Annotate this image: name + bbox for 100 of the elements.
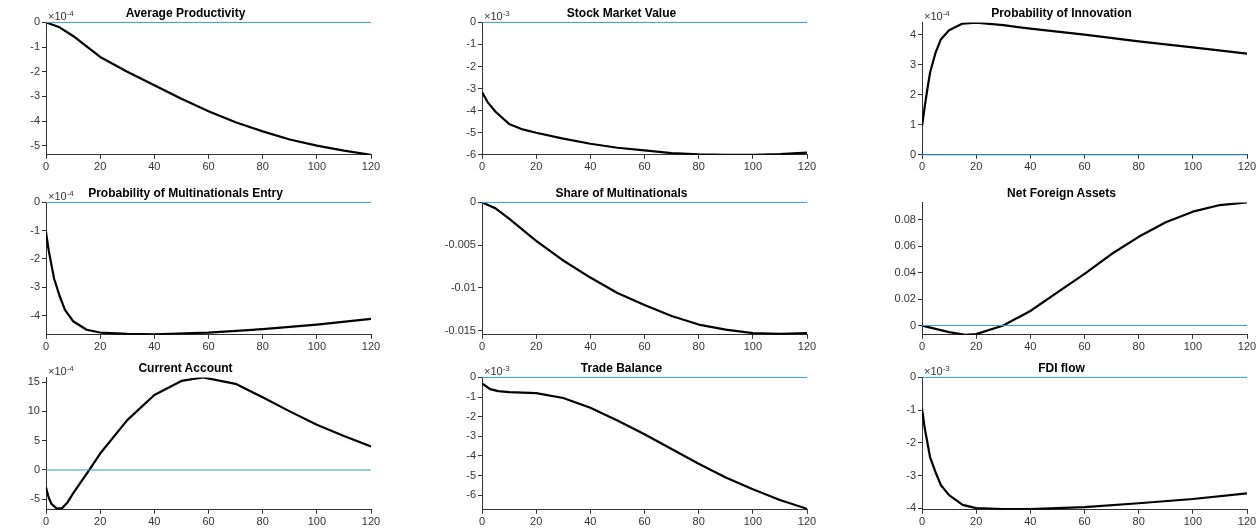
x-tick-label: 80: [1132, 340, 1145, 353]
x-tick-label: 80: [256, 340, 269, 353]
x-tick-label: 60: [1078, 515, 1091, 528]
x-tick-label: 120: [1237, 515, 1257, 528]
x-tick-label: 40: [148, 160, 161, 173]
y-tick-label: -0.015: [444, 323, 476, 336]
chart-title: Current Account: [138, 360, 233, 375]
y-tick-label: -4: [466, 448, 476, 461]
y-tick-label: -5: [466, 468, 476, 481]
x-tick-label: 0: [42, 515, 50, 528]
x-tick-label: 0: [478, 515, 486, 528]
x-tick-label: 60: [638, 160, 651, 173]
x-tick-label: 20: [530, 340, 543, 353]
x-tick-label: 40: [584, 160, 597, 173]
x-tick-label: 80: [1132, 515, 1145, 528]
x-tick-label: 120: [361, 340, 381, 353]
x-tick-label: 120: [1237, 160, 1257, 173]
x-tick-label: 60: [1078, 340, 1091, 353]
x-tick-label: 60: [202, 340, 215, 353]
y-tick-label: -3: [466, 81, 476, 94]
x-tick-label: 60: [638, 340, 651, 353]
x-tick-label: 40: [584, 340, 597, 353]
y-tick-label: 0.04: [894, 265, 916, 278]
x-tick-label: 100: [1183, 340, 1203, 353]
x-tick-label: 20: [530, 515, 543, 528]
x-tick-label: 60: [1078, 160, 1091, 173]
y-tick-label: -3: [466, 429, 476, 442]
x-tick-label: 40: [1024, 160, 1037, 173]
y-tick-label: 0.08: [894, 212, 916, 225]
x-tick-label: 100: [307, 340, 327, 353]
y-tick-label: -2: [466, 59, 476, 72]
y-tick-label: -3: [30, 89, 40, 102]
y-tick-label: -4: [30, 308, 40, 321]
y-tick-label: 0: [469, 195, 476, 208]
x-tick-label: 120: [1237, 340, 1257, 353]
y-tick-label: -1: [906, 403, 916, 416]
x-tick-label: 60: [638, 515, 651, 528]
chart-title: Net Foreign Assets: [1007, 185, 1117, 200]
chart-title: Probability of Multinationals Entry: [88, 185, 284, 200]
x-tick-label: 100: [307, 160, 327, 173]
chart-title: FDI flow: [1038, 360, 1086, 375]
chart-title: Share of Multinationals: [555, 185, 688, 200]
x-tick-label: 80: [692, 160, 705, 173]
y-tick-label: 0.06: [894, 239, 916, 252]
x-tick-label: 120: [797, 515, 817, 528]
x-tick-label: 40: [584, 515, 597, 528]
y-tick-label: -3: [906, 468, 916, 481]
x-tick-label: 80: [256, 515, 269, 528]
x-tick-label: 0: [918, 340, 926, 353]
x-tick-label: 120: [797, 340, 817, 353]
chart-title: Stock Market Value: [566, 5, 677, 20]
y-tick-label: 0: [33, 462, 40, 475]
y-tick-label: 1: [909, 117, 916, 130]
x-tick-label: 20: [970, 340, 983, 353]
y-tick-label: -2: [30, 252, 40, 265]
y-tick-label: 0: [909, 370, 916, 383]
chart-title: Probability of Innovation: [991, 5, 1132, 20]
x-tick-label: 0: [478, 340, 486, 353]
y-tick-label: -4: [906, 501, 916, 514]
x-tick-label: 20: [94, 515, 107, 528]
x-tick-label: 100: [743, 160, 763, 173]
x-tick-label: 60: [202, 160, 215, 173]
x-tick-label: 0: [918, 160, 926, 173]
x-tick-label: 80: [1132, 160, 1145, 173]
y-tick-label: 0: [33, 15, 40, 28]
y-tick-label: -2: [30, 64, 40, 77]
x-tick-label: 100: [1183, 515, 1203, 528]
x-tick-label: 100: [307, 515, 327, 528]
y-tick-label: 2: [909, 87, 916, 100]
y-tick-label: -3: [30, 280, 40, 293]
x-tick-label: 80: [692, 515, 705, 528]
x-tick-label: 80: [256, 160, 269, 173]
y-tick-label: 0: [909, 147, 916, 160]
x-tick-label: 120: [797, 160, 817, 173]
x-tick-label: 20: [970, 160, 983, 173]
x-tick-label: 100: [743, 515, 763, 528]
x-tick-label: 120: [361, 515, 381, 528]
y-tick-label: -4: [466, 103, 476, 116]
y-tick-label: -2: [466, 409, 476, 422]
chart-title: Average Productivity: [125, 5, 246, 20]
y-tick-label: 5: [33, 433, 40, 446]
y-tick-label: -4: [30, 114, 40, 127]
x-tick-label: 80: [692, 340, 705, 353]
x-tick-label: 0: [42, 340, 50, 353]
x-tick-label: 20: [970, 515, 983, 528]
y-tick-label: -0.01: [450, 280, 476, 293]
x-tick-label: 0: [42, 160, 50, 173]
y-tick-label: -2: [906, 435, 916, 448]
x-tick-label: 40: [1024, 340, 1037, 353]
y-tick-label: 10: [27, 404, 40, 417]
x-tick-label: 40: [1024, 515, 1037, 528]
y-tick-label: -5: [30, 492, 40, 505]
y-tick-label: 0: [33, 195, 40, 208]
y-tick-label: 15: [27, 375, 40, 388]
y-tick-label: -5: [466, 125, 476, 138]
y-tick-label: 0: [469, 370, 476, 383]
x-tick-label: 40: [148, 515, 161, 528]
x-tick-label: 0: [918, 515, 926, 528]
y-tick-label: -5: [30, 138, 40, 151]
x-tick-label: 60: [202, 515, 215, 528]
